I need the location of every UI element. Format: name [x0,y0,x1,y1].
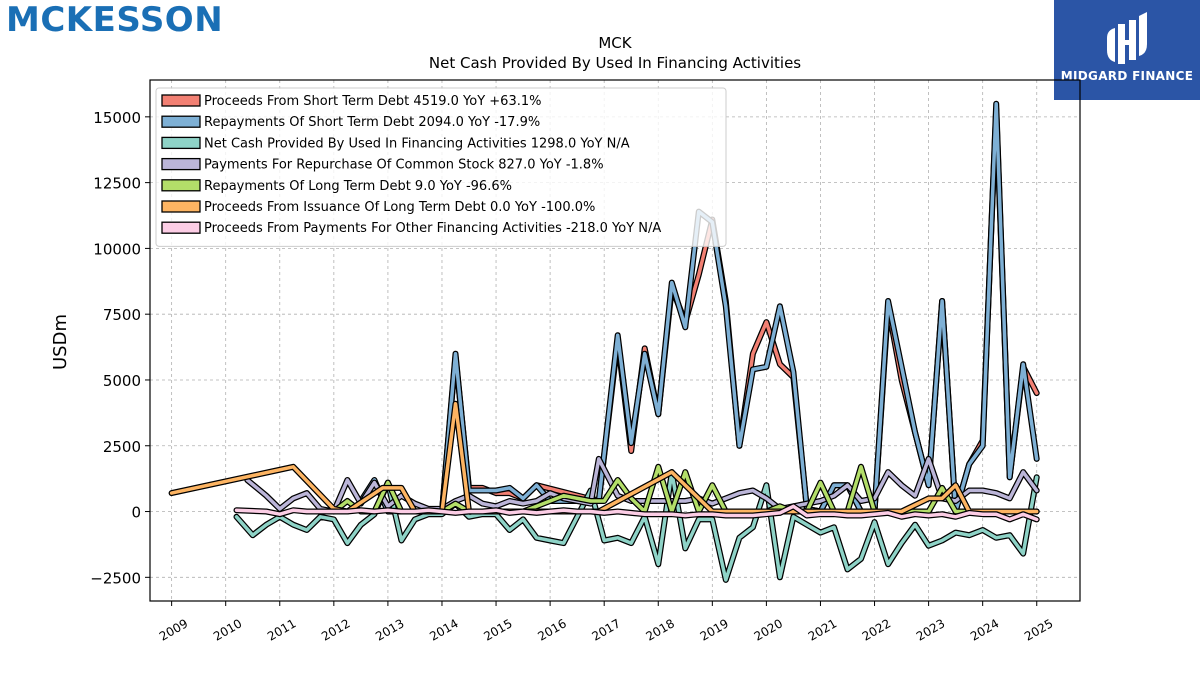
x-tick-label: 2020 [752,616,785,643]
chart-subtitle: Net Cash Provided By Used In Financing A… [429,54,801,72]
y-tick-label: 2500 [103,438,141,456]
y-tick-label: 7500 [103,306,141,324]
series-repay_short [357,100,1040,515]
x-tick-label: 2010 [211,616,244,643]
plot-frame [149,79,1081,602]
x-tick-label: 2011 [265,616,298,643]
legend-label: Proceeds From Short Term Debt 4519.0 YoY… [204,94,541,109]
legend-swatch [161,200,201,213]
x-tick-label: 2018 [644,616,677,643]
series-line [169,401,1039,514]
x-tick-label: 2012 [319,616,352,643]
legend-label: Repayments Of Short Term Debt 2094.0 YoY… [204,115,540,130]
legend-swatch [161,94,201,107]
chart-title: MCK [598,34,632,52]
x-tick-label: 2024 [968,616,1001,643]
y-axis-label: USDm [50,314,71,370]
midgard-mark-icon [1107,12,1147,64]
series-line [359,101,1039,514]
x-tick-label: 2023 [914,616,947,643]
y-tick-label: 0 [131,504,141,522]
legend-label: Proceeds From Payments For Other Financi… [204,221,661,236]
legend-label: Proceeds From Issuance Of Long Term Debt… [204,200,595,215]
y-tick-label: 15000 [93,109,141,127]
legend-swatch [161,179,201,192]
y-tick-label: −2500 [90,569,141,587]
series-lines [168,100,1040,583]
legend-swatch [161,157,201,171]
legend-swatch [161,115,201,128]
series-issuance_long [168,400,1040,515]
x-tick-label: 2021 [806,616,839,643]
y-tick-label: 10000 [93,240,141,258]
legend-label: Repayments Of Long Term Debt 9.0 YoY -96… [204,179,512,194]
mckesson-logo: MCKESSON [6,0,224,40]
legend-label: Net Cash Provided By Used In Financing A… [204,136,630,151]
series-line [234,470,1039,582]
x-tick-label: 2016 [535,616,568,643]
partner-name: MIDGARD FINANCE [1060,69,1194,83]
midgard-finance-logo: MIDGARD FINANCE [1054,0,1200,100]
x-tick-label: 2015 [481,616,514,643]
x-tick-label: 2022 [860,616,893,643]
series-line [234,504,1039,522]
y-tick-label: 5000 [103,372,141,390]
legend-swatch [161,221,201,234]
legend-label: Payments For Repurchase Of Common Stock … [204,158,604,173]
y-tick-label: 12500 [93,175,141,193]
chart-legend: Proceeds From Short Term Debt 4519.0 YoY… [155,87,727,247]
series-net_cash [233,469,1040,583]
x-tick-label: 2019 [698,616,731,643]
legend-box [155,87,727,247]
x-tick-label: 2017 [589,616,622,643]
x-tick-label: 2014 [427,616,460,643]
series-other_fin [233,503,1040,523]
x-tick-label: 2009 [157,616,190,643]
legend-swatch [161,136,201,150]
x-tick-label: 2025 [1022,616,1055,643]
x-tick-label: 2013 [373,616,406,643]
